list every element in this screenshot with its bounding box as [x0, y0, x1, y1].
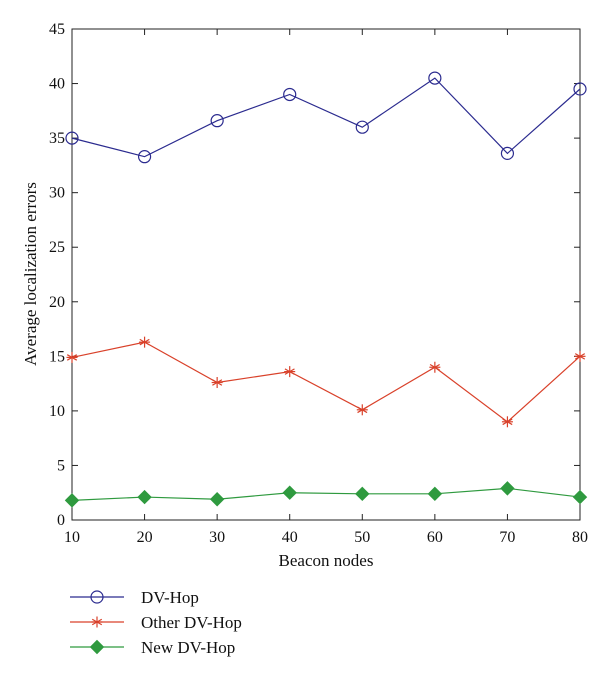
data-point-dv-hop	[573, 82, 587, 96]
x-tick-label: 60	[427, 529, 443, 546]
data-point-other-dv-hop	[139, 336, 151, 348]
x-tick-label: 80	[572, 529, 588, 546]
y-axis-ticks: 0 5 10 15 20 25 30 35 40 45	[49, 21, 580, 529]
y-tick-label: 40	[49, 76, 65, 93]
x-axis-ticks: 10 20 30 40 50 60 70 80	[64, 29, 588, 546]
series-layer	[64, 71, 588, 508]
data-point-other-dv-hop	[429, 361, 441, 373]
y-tick-label: 45	[49, 21, 65, 38]
data-point-other-dv-hop	[356, 404, 368, 416]
legend-label-other-dv-hop: Other DV-Hop	[141, 613, 242, 632]
y-tick-label: 15	[49, 348, 65, 365]
x-tick-label: 20	[137, 529, 153, 546]
y-tick-label: 0	[57, 512, 65, 529]
legend-marker-new-dv-hop	[89, 639, 105, 655]
data-point-dv-hop	[500, 146, 515, 160]
series-line-new-dv-hop	[71, 487, 581, 501]
data-point-new-dv-hop	[137, 489, 152, 505]
legend-label-new-dv-hop: New DV-Hop	[141, 638, 235, 657]
y-tick-label: 5	[57, 457, 65, 474]
y-axis-title: Average localization errors	[21, 182, 40, 366]
data-point-new-dv-hop	[427, 486, 443, 502]
data-point-new-dv-hop	[282, 485, 297, 500]
y-tick-label: 10	[49, 403, 65, 420]
legend-marker-dv-hop	[90, 590, 104, 604]
data-point-other-dv-hop	[501, 416, 513, 428]
y-tick-label: 35	[49, 130, 65, 147]
data-point-other-dv-hop	[574, 350, 586, 362]
legend-label-dv-hop: DV-Hop	[141, 588, 199, 607]
x-tick-label: 30	[209, 529, 225, 546]
data-point-other-dv-hop	[66, 351, 78, 363]
x-tick-label: 40	[282, 529, 298, 546]
legend-marker-other-dv-hop	[91, 616, 103, 628]
series-line-other-dv-hop	[71, 341, 581, 423]
x-tick-label: 10	[64, 529, 80, 546]
data-point-dv-hop	[355, 120, 369, 134]
data-point-new-dv-hop	[209, 492, 225, 507]
data-point-dv-hop	[283, 87, 297, 102]
y-tick-label: 30	[49, 185, 65, 202]
x-axis-title: Beacon nodes	[279, 551, 374, 570]
series-line-dv-hop	[71, 77, 581, 158]
data-point-dv-hop	[210, 114, 224, 128]
data-point-new-dv-hop	[64, 493, 80, 508]
y-tick-label: 20	[49, 294, 65, 311]
data-point-dv-hop	[137, 150, 152, 164]
data-point-new-dv-hop	[572, 489, 588, 505]
legend: DV-Hop Other DV-Hop New DV-Hop	[70, 588, 242, 657]
data-point-new-dv-hop	[500, 481, 515, 496]
x-tick-label: 50	[354, 529, 370, 546]
data-point-other-dv-hop	[284, 366, 296, 378]
data-point-dv-hop	[428, 71, 442, 85]
data-point-other-dv-hop	[211, 377, 223, 389]
data-point-dv-hop	[65, 131, 79, 145]
x-tick-label: 70	[499, 529, 515, 546]
data-point-new-dv-hop	[355, 486, 370, 502]
plot-area	[71, 28, 581, 521]
y-tick-label: 25	[49, 239, 65, 256]
